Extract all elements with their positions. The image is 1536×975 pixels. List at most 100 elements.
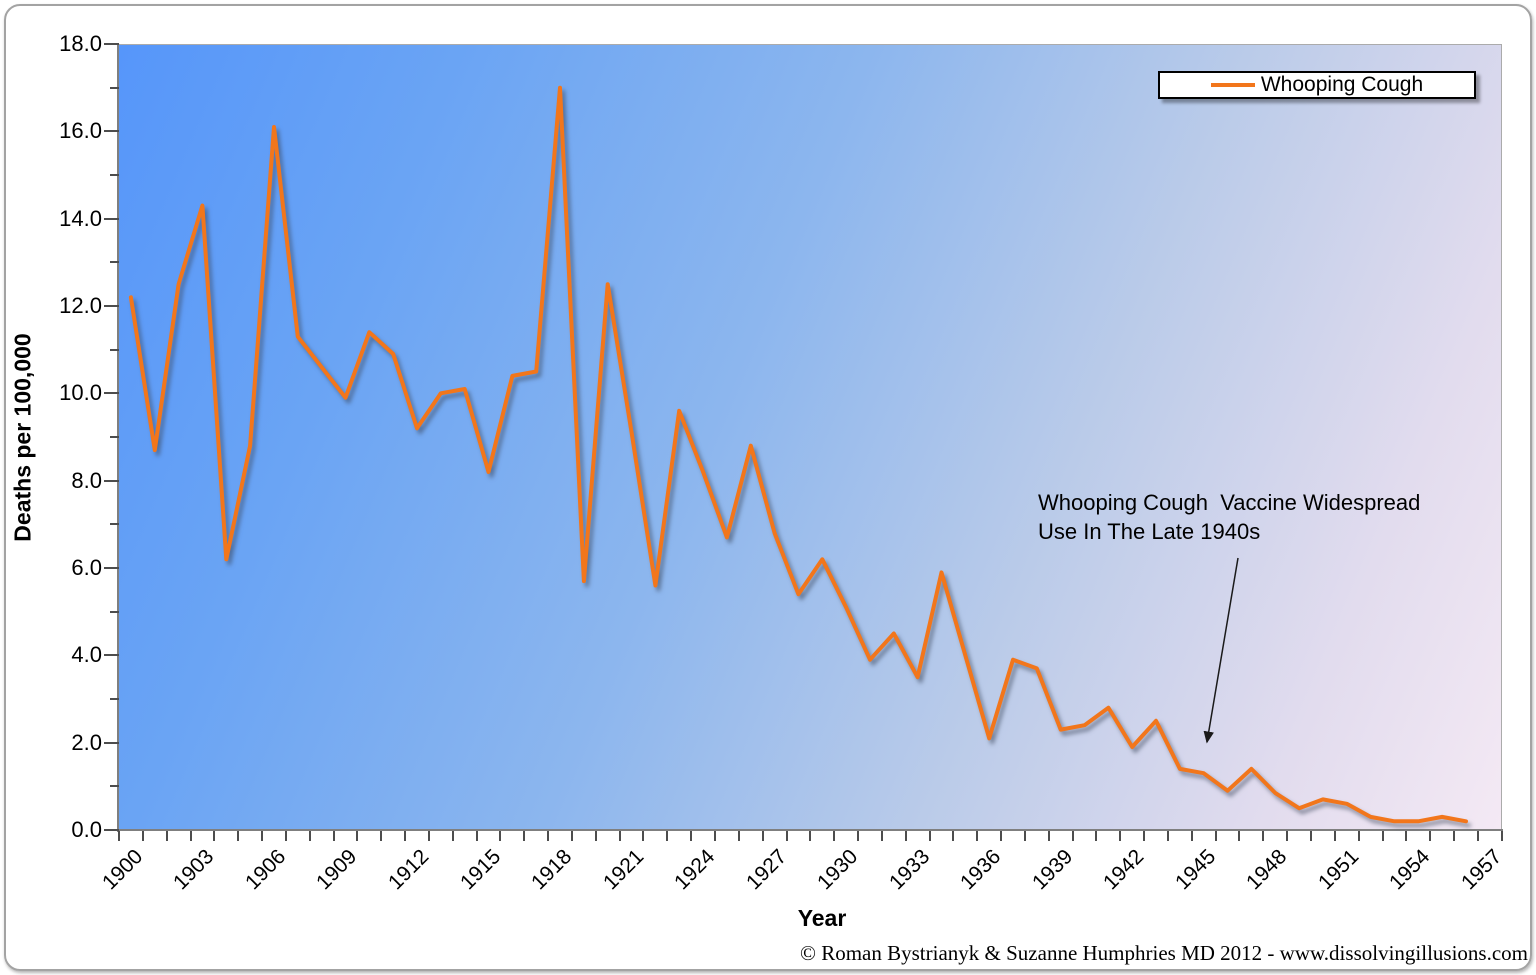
y-tick-label: 12.0 xyxy=(59,292,102,318)
y-major-tick xyxy=(104,654,119,657)
legend-box: Whooping Cough xyxy=(1158,71,1476,99)
y-major-tick xyxy=(104,829,119,831)
x-axis-title: Year xyxy=(797,905,847,931)
x-tick xyxy=(761,831,764,841)
x-tick xyxy=(284,831,287,841)
legend-label: Whooping Cough xyxy=(1260,73,1424,96)
x-tick xyxy=(1405,831,1408,841)
plot-area xyxy=(119,44,1502,830)
x-tick xyxy=(1500,831,1503,841)
x-tick xyxy=(1119,831,1122,841)
x-tick xyxy=(1429,831,1432,841)
x-tick xyxy=(1476,831,1479,841)
x-tick xyxy=(1238,831,1241,841)
x-tick xyxy=(237,831,240,841)
y-minor-tick xyxy=(110,785,119,788)
x-tick xyxy=(451,831,454,841)
y-major-tick xyxy=(104,479,119,482)
y-tick-label: 6.0 xyxy=(71,554,102,580)
x-tick xyxy=(189,831,192,841)
x-tick xyxy=(880,831,883,841)
x-tick xyxy=(1333,831,1336,841)
x-tick xyxy=(833,831,836,841)
y-minor-tick xyxy=(110,348,119,351)
x-tick xyxy=(118,831,120,841)
y-major-tick xyxy=(104,217,119,220)
y-minor-tick xyxy=(110,523,119,526)
x-tick xyxy=(1381,831,1384,841)
y-minor-tick xyxy=(110,435,119,438)
y-tick-label: 14.0 xyxy=(59,205,102,231)
y-minor-tick xyxy=(110,697,119,700)
y-tick-label: 2.0 xyxy=(71,729,102,755)
x-tick xyxy=(523,831,526,841)
y-major-tick xyxy=(104,130,119,133)
x-tick xyxy=(1357,831,1360,841)
x-tick xyxy=(380,831,383,841)
x-tick xyxy=(714,831,716,841)
x-tick xyxy=(404,831,407,841)
x-tick xyxy=(165,831,168,841)
legend-line-icon xyxy=(1210,83,1255,87)
x-tick xyxy=(642,831,645,841)
x-tick xyxy=(785,831,788,841)
x-tick xyxy=(1000,831,1003,841)
y-minor-tick xyxy=(110,261,119,264)
annotation-line-1: Whooping Cough Vaccine Widespread xyxy=(1038,490,1421,515)
x-tick xyxy=(570,831,573,841)
x-tick xyxy=(213,831,216,841)
x-tick xyxy=(1047,831,1050,841)
x-tick xyxy=(666,831,669,841)
annotation-text: Whooping Cough Vaccine Widespread Use In… xyxy=(1038,488,1420,546)
y-minor-tick xyxy=(110,173,119,176)
x-tick xyxy=(857,831,860,841)
y-tick-label: 4.0 xyxy=(71,642,102,668)
x-tick-label: 1912 xyxy=(383,845,434,895)
x-tick xyxy=(499,831,502,841)
x-tick xyxy=(356,831,359,841)
x-tick xyxy=(261,831,264,841)
x-tick xyxy=(1095,831,1098,841)
y-tick-label: 0.0 xyxy=(71,817,102,842)
x-tick xyxy=(690,831,693,841)
x-tick xyxy=(1071,831,1074,841)
x-tick xyxy=(308,831,311,841)
x-tick xyxy=(618,831,621,841)
x-tick xyxy=(475,831,478,841)
y-major-tick xyxy=(104,304,119,307)
y-major-tick xyxy=(104,566,119,569)
x-tick xyxy=(952,831,955,841)
x-tick xyxy=(594,831,597,841)
y-major-tick xyxy=(104,741,119,744)
copyright-text: © Roman Bystrianyk & Suzanne Humphries M… xyxy=(800,941,1528,965)
y-minor-tick xyxy=(110,610,119,613)
x-tick xyxy=(1262,831,1265,841)
y-axis-title: Deaths per 100,000 xyxy=(9,333,36,542)
x-tick xyxy=(1143,831,1146,841)
annotation-line-2: Use In The Late 1940s xyxy=(1038,519,1261,544)
y-major-tick xyxy=(104,392,119,395)
x-tick xyxy=(1286,831,1289,841)
y-major-tick xyxy=(104,42,119,45)
x-tick xyxy=(737,831,740,841)
x-tick-label: 1957 xyxy=(1456,845,1507,895)
x-tick xyxy=(141,831,144,841)
y-axis-line xyxy=(117,44,119,832)
x-axis-line xyxy=(117,829,1503,831)
x-tick xyxy=(1023,831,1026,841)
x-tick xyxy=(1214,831,1217,841)
y-tick-label: 8.0 xyxy=(71,467,102,493)
x-tick xyxy=(1310,831,1312,841)
x-tick xyxy=(1453,831,1456,841)
y-tick-label: 18.0 xyxy=(59,30,102,56)
x-tick xyxy=(809,831,812,841)
x-tick xyxy=(427,831,430,841)
y-tick-label: 16.0 xyxy=(59,118,102,144)
x-tick xyxy=(1166,831,1169,841)
y-minor-tick xyxy=(110,86,119,89)
y-tick-label: 10.0 xyxy=(59,380,102,406)
x-tick xyxy=(332,831,335,841)
x-tick xyxy=(928,831,931,841)
x-tick xyxy=(547,831,550,841)
